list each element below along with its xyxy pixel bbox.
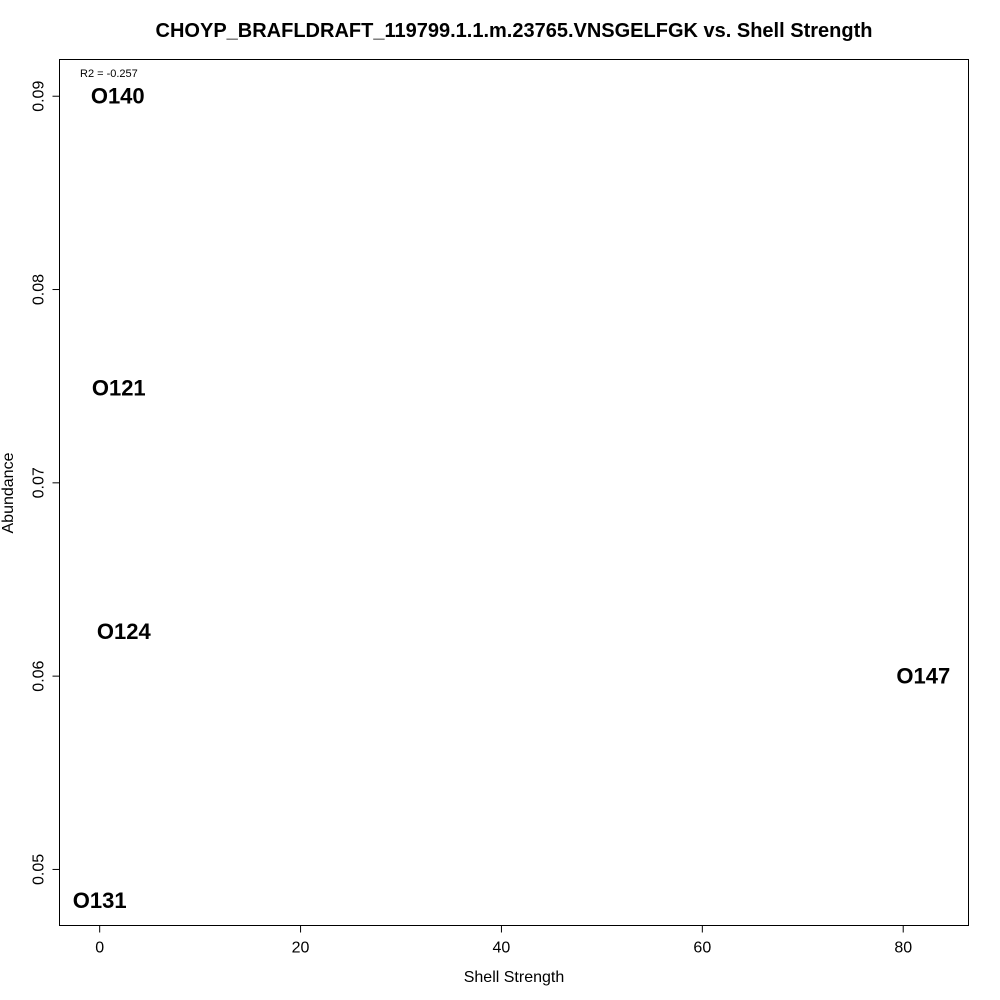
y-axis: 0.05 0.06 0.07 0.08 0.09 (31, 81, 60, 885)
chart-title: CHOYP_BRAFLDRAFT_119799.1.1.m.23765.VNSG… (156, 20, 873, 42)
r2-annotation: R2 = -0.257 (80, 68, 138, 80)
point-label-o147: O147 (896, 664, 950, 689)
x-tick-label: 80 (894, 940, 912, 957)
x-tick-label: 60 (693, 940, 711, 957)
y-tick-label: 0.06 (31, 660, 48, 691)
x-axis: 0 20 40 60 80 (95, 925, 912, 957)
x-tick-label: 40 (493, 940, 511, 957)
y-tick-label: 0.05 (31, 854, 48, 885)
y-axis-label: Abundance (0, 452, 17, 533)
point-label-o131: O131 (73, 888, 127, 913)
point-label-o121: O121 (92, 376, 146, 401)
x-axis-label: Shell Strength (464, 969, 565, 986)
point-label-o140: O140 (91, 84, 145, 109)
y-tick-label: 0.08 (31, 274, 48, 305)
x-tick-label: 20 (292, 940, 310, 957)
point-label-o124: O124 (97, 619, 152, 644)
y-tick-label: 0.09 (31, 81, 48, 112)
point-labels: O140 O121 O124 O147 O131 (73, 84, 950, 913)
plot-frame (59, 59, 969, 926)
y-tick-label: 0.07 (31, 467, 48, 498)
x-tick-label: 0 (95, 940, 104, 957)
